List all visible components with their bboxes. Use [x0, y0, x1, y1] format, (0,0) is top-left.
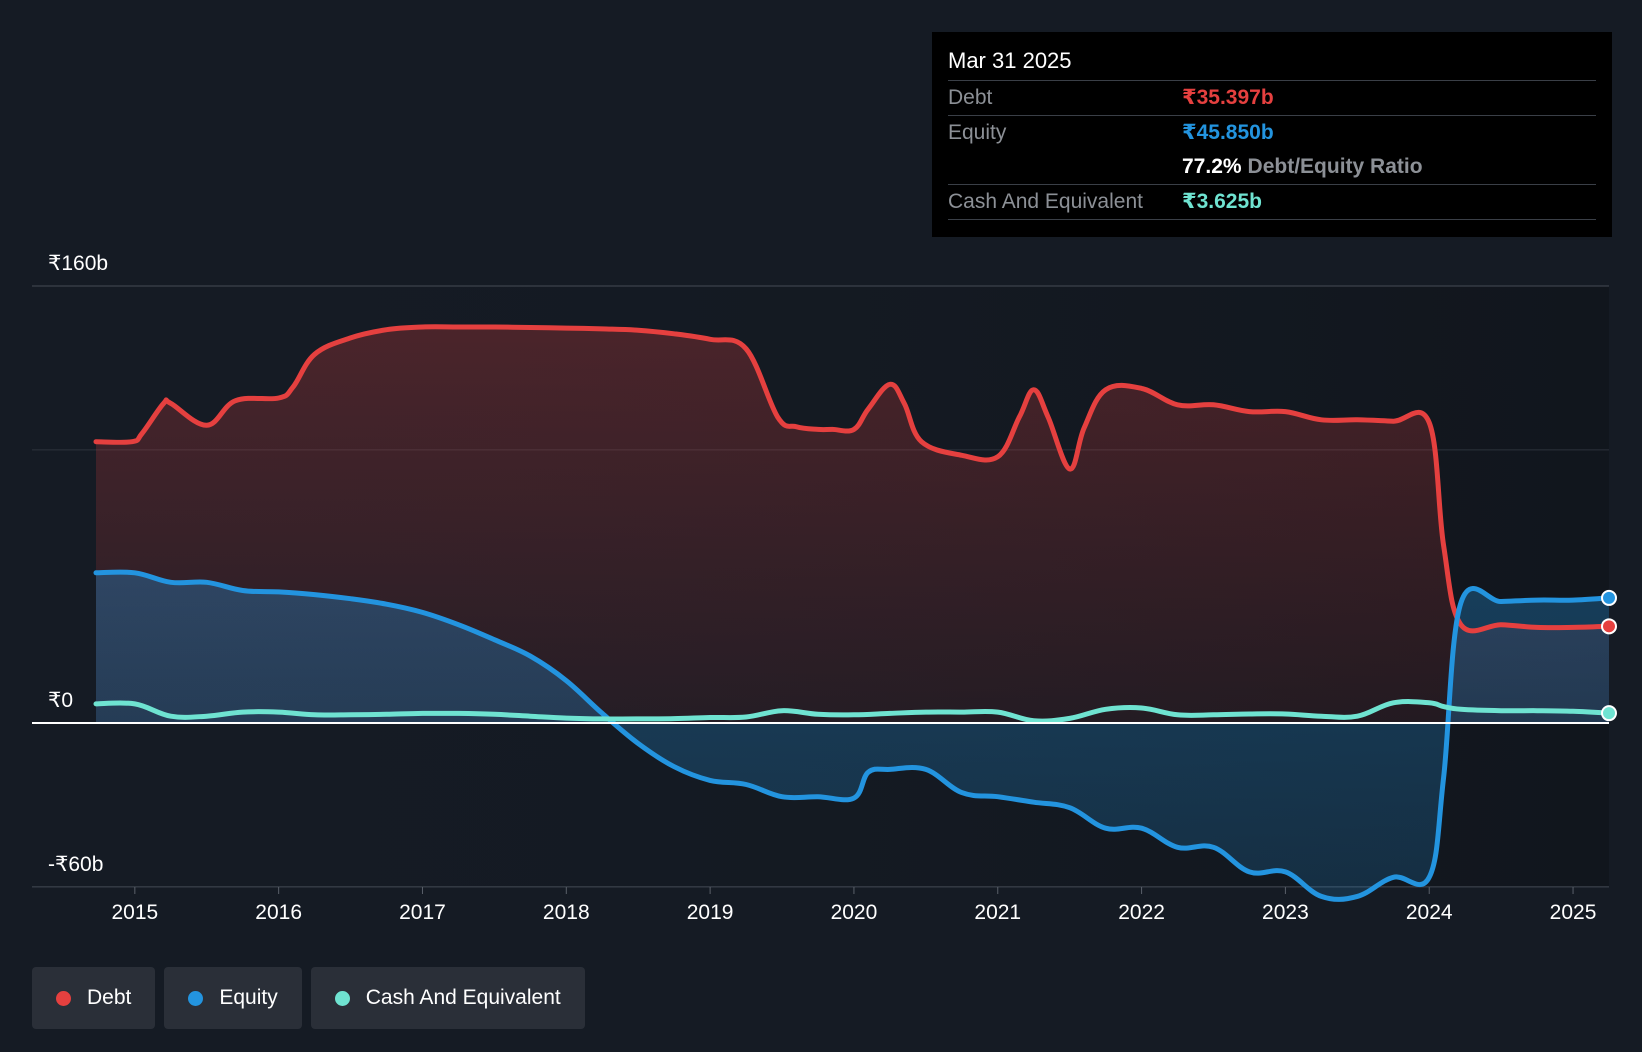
y-tick-label: ₹160b [48, 252, 108, 275]
tooltip-row-debt: Debt ₹35.397b [948, 81, 1596, 116]
tooltip-equity-value: ₹45.850b [1182, 121, 1274, 144]
legend-dot-equity [188, 990, 204, 1006]
tooltip-ratio-value: 77.2% [1182, 155, 1242, 178]
legend-dot-debt [56, 990, 71, 1006]
marker-equity[interactable] [1601, 589, 1617, 606]
area-equity [96, 572, 1609, 900]
x-tick-label: 2016 [255, 901, 302, 924]
legend-label-equity: Equity [219, 986, 278, 1009]
tooltip-row-ratio: 77.2% Debt/Equity Ratio [948, 150, 1596, 185]
y-tick-label: -₹60b [48, 853, 103, 876]
x-tick-label: 2017 [399, 901, 446, 924]
x-tick-label: 2020 [831, 901, 878, 924]
chart-legend: Debt Equity Cash And Equivalent [32, 967, 585, 1029]
marker-cash[interactable] [1601, 705, 1617, 722]
tooltip-cash-value: ₹3.625b [1182, 190, 1262, 213]
x-tick-label: 2018 [543, 901, 590, 924]
x-tick-label: 2024 [1406, 901, 1453, 924]
marker-debt[interactable] [1601, 618, 1617, 635]
tooltip-date: Mar 31 2025 [948, 46, 1596, 81]
tooltip-equity-label: Equity [948, 121, 1007, 144]
legend-item-equity[interactable]: Equity [164, 967, 302, 1029]
legend-label-cash: Cash And Equivalent [365, 986, 561, 1009]
series-line-cash [93, 699, 1612, 724]
x-tick-label: 2019 [687, 901, 734, 924]
x-tick-label: 2022 [1118, 901, 1165, 924]
legend-dot-cash [334, 990, 350, 1006]
tooltip-cash-label: Cash And Equivalent [948, 190, 1143, 213]
tooltip-debt-value: ₹35.397b [1182, 86, 1274, 109]
x-tick-label: 2021 [974, 901, 1021, 924]
tooltip-row-equity: Equity ₹45.850b [948, 116, 1596, 150]
tooltip-panel: Mar 31 2025 Debt ₹35.397b Equity ₹45.850… [932, 32, 1612, 237]
tooltip-row-cash: Cash And Equivalent ₹3.625b [948, 185, 1596, 220]
y-tick-label: ₹0 [48, 689, 73, 712]
legend-label-debt: Debt [87, 986, 132, 1009]
series-line-debt [93, 324, 1612, 634]
tooltip-ratio-label: Debt/Equity Ratio [1247, 155, 1423, 178]
legend-item-debt[interactable]: Debt [32, 967, 156, 1029]
area-debt [96, 326, 1609, 723]
tooltip-debt-label: Debt [948, 86, 993, 109]
x-tick-label: 2015 [111, 901, 158, 924]
x-tick-label: 2023 [1262, 901, 1309, 924]
legend-item-cash[interactable]: Cash And Equivalent [310, 967, 585, 1029]
x-tick-label: 2025 [1550, 901, 1597, 924]
series-line-equity [93, 569, 1612, 902]
